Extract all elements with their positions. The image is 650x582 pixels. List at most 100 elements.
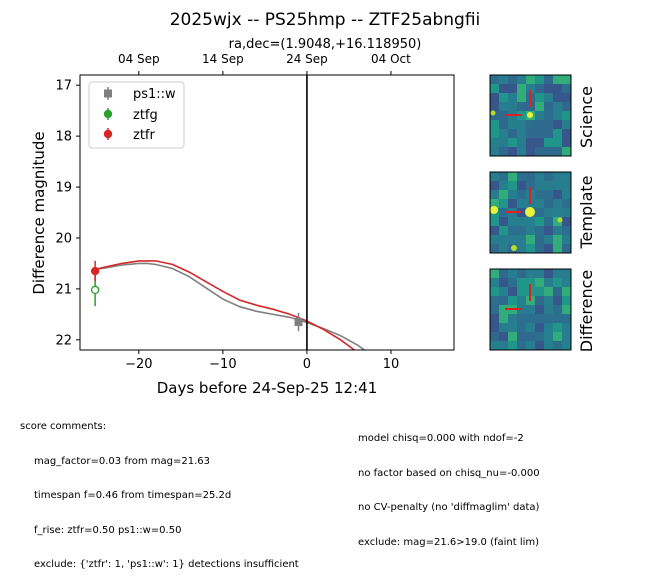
stamp-pixel <box>517 75 526 84</box>
stamp-pixel <box>517 226 526 235</box>
comment-line: exclude: mag=21.6>19.0 (faint lim) <box>358 536 540 548</box>
stamp-pixel <box>544 235 553 244</box>
stamp-pixel <box>553 75 562 84</box>
stamp-pixel <box>499 129 508 138</box>
stamp-pixel <box>490 199 499 208</box>
stamp-pixel <box>508 172 517 181</box>
stamp-pixel <box>517 235 526 244</box>
stamp-pixel <box>544 75 553 84</box>
legend-label-ztfg: ztfg <box>133 108 158 123</box>
stamp-pixel <box>535 278 544 287</box>
stamp-pixel <box>535 138 544 147</box>
stamp-pixel <box>526 269 535 278</box>
stamp-pixel <box>535 75 544 84</box>
stamp-pixel <box>553 129 562 138</box>
stamp-pixel <box>526 217 535 226</box>
score-comments-right: model chisq=0.000 with ndof=-2 no factor… <box>358 410 540 560</box>
legend-label-ps1w: ps1::w <box>133 87 176 102</box>
x-axis-label: Days before 24-Sep-25 12:41 <box>157 379 378 397</box>
stamp-pixel <box>490 217 499 226</box>
stamp-pixel <box>526 181 535 190</box>
stamp-pixel <box>553 244 562 253</box>
source-blob <box>527 112 533 118</box>
stamp-pixel <box>499 75 508 84</box>
stamp-pixel <box>562 323 571 332</box>
stamp-pixel <box>526 244 535 253</box>
stamp-pixel <box>526 235 535 244</box>
stamp-pixel <box>517 181 526 190</box>
source-blob <box>490 206 498 214</box>
stamp-pixel <box>517 217 526 226</box>
stamp-pixel <box>490 75 499 84</box>
stamp-pixel <box>544 323 553 332</box>
stamp-pixel <box>508 278 517 287</box>
stamp-pixel <box>544 84 553 93</box>
source-blob <box>511 245 517 251</box>
stamp-pixel <box>562 278 571 287</box>
stamp-pixel <box>562 244 571 253</box>
stamp-pixel <box>499 181 508 190</box>
stamp-pixel <box>526 332 535 341</box>
stamp-pixel <box>508 138 517 147</box>
stamp-pixel <box>490 138 499 147</box>
stamp-pixel <box>535 341 544 350</box>
stamp-pixel <box>490 296 499 305</box>
stamp-pixel <box>499 93 508 102</box>
stamp-pixel <box>535 235 544 244</box>
stamp-pixel <box>499 269 508 278</box>
stamp-pixel <box>499 199 508 208</box>
stamp-pixel <box>517 93 526 102</box>
difference-stamp: Difference <box>489 268 596 352</box>
stamp-pixel <box>499 172 508 181</box>
stamp-pixel <box>562 181 571 190</box>
stamp-pixel <box>508 181 517 190</box>
stamp-pixel <box>553 296 562 305</box>
stamp-pixel <box>526 147 535 156</box>
stamp-pixel <box>508 332 517 341</box>
stamp-pixel <box>562 226 571 235</box>
stamp-pixel <box>499 226 508 235</box>
comment-line: f_rise: ztfr=0.50 ps1::w=0.50 <box>34 524 182 536</box>
top-tick-label: 14 Sep <box>202 52 244 66</box>
score-comments-header: score comments: <box>20 421 107 432</box>
stamp-pixel <box>544 120 553 129</box>
stamp-pixel <box>562 314 571 323</box>
stamp-pixel <box>490 226 499 235</box>
stamp-pixel <box>508 269 517 278</box>
stamp-pixel <box>490 341 499 350</box>
stamp-pixel <box>499 147 508 156</box>
axes-frame <box>79 74 455 351</box>
stamp-pixel <box>553 84 562 93</box>
stamp-pixel <box>508 226 517 235</box>
stamp-pixel <box>562 235 571 244</box>
stamp-pixel <box>526 278 535 287</box>
stamp-pixel <box>535 172 544 181</box>
stamp-pixel <box>526 120 535 129</box>
stamp-pixel <box>544 314 553 323</box>
stamp-pixel <box>517 102 526 111</box>
stamp-pixel <box>535 226 544 235</box>
stamp-pixel <box>562 172 571 181</box>
stamp-pixel <box>553 305 562 314</box>
stamp-pixel <box>517 172 526 181</box>
stamp-pixel <box>508 235 517 244</box>
stamp-pixel <box>517 296 526 305</box>
stamp-pixel <box>517 244 526 253</box>
stamp-pixel <box>517 147 526 156</box>
stamp-pixel <box>508 217 517 226</box>
stamp-label-difference: Difference <box>577 270 596 352</box>
stamp-pixel <box>553 172 562 181</box>
stamp-pixel <box>526 172 535 181</box>
legend: ps1::w ztfg ztfr <box>88 81 185 149</box>
stamp-pixel <box>508 199 517 208</box>
stamp-pixel <box>544 129 553 138</box>
stamp-pixel <box>562 147 571 156</box>
stamp-pixel <box>535 84 544 93</box>
stamp-pixel <box>553 341 562 350</box>
stamp-pixel <box>490 244 499 253</box>
chart-subtitle: ra,dec=(1.9048,+16.118950) <box>229 37 422 52</box>
stamp-pixel <box>499 190 508 199</box>
stamp-pixel <box>526 314 535 323</box>
stamp-pixel <box>553 147 562 156</box>
stamp-pixel <box>553 323 562 332</box>
